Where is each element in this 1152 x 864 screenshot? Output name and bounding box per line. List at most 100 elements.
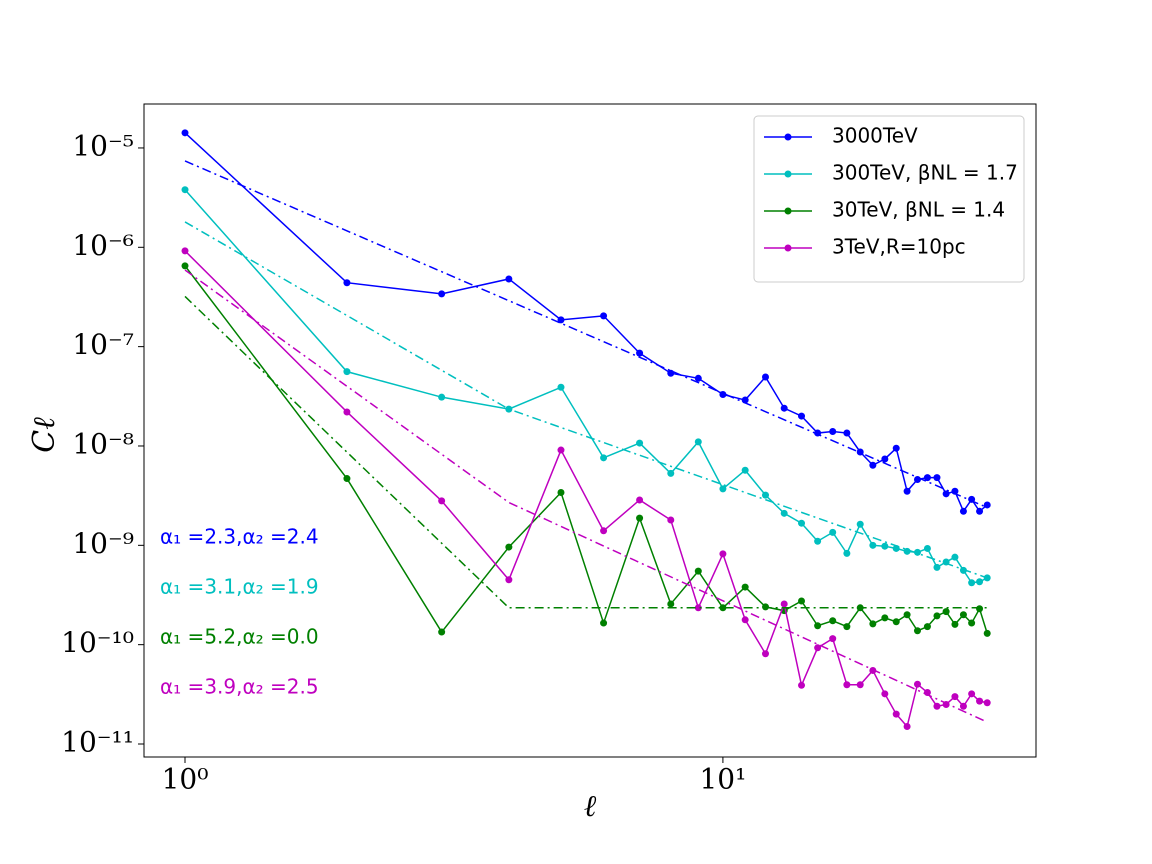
legend-label: 30TeV, βNL = 1.4	[832, 198, 1005, 222]
data-point	[913, 680, 921, 688]
data-point	[903, 611, 911, 619]
data-point	[741, 466, 749, 474]
x-tick-label: 10⁰	[162, 763, 209, 796]
data-point	[881, 614, 889, 622]
x-axis-label: ℓ	[584, 789, 597, 824]
data-point	[892, 710, 900, 718]
data-point	[719, 485, 727, 493]
legend-label: 3000TeV	[832, 124, 918, 148]
y-tick-label: 10⁻¹⁰	[61, 626, 134, 659]
data-point	[829, 427, 837, 435]
data-point	[694, 438, 702, 446]
data-point	[505, 275, 513, 283]
fit-line	[184, 221, 988, 579]
data-point	[951, 620, 959, 628]
data-point	[976, 697, 984, 705]
data-point	[761, 373, 769, 381]
data-point	[181, 129, 189, 137]
annotation: α₁ =5.2,α₂ =0.0	[160, 625, 319, 649]
data-point	[976, 605, 984, 613]
data-point	[798, 412, 806, 420]
data-point	[959, 611, 967, 619]
data-point	[694, 604, 702, 612]
data-point	[869, 620, 877, 628]
data-point	[343, 279, 351, 287]
data-point	[892, 618, 900, 626]
y-tick-label: 10⁻⁷	[72, 328, 134, 361]
data-point	[667, 600, 675, 608]
data-point	[843, 549, 851, 557]
legend-label: 3TeV,R=10pc	[832, 235, 966, 259]
y-tick-label: 10⁻⁶	[72, 229, 134, 262]
data-point	[719, 550, 727, 558]
data-point	[869, 461, 877, 469]
data-point	[798, 597, 806, 605]
data-point	[814, 537, 822, 545]
data-point	[983, 699, 991, 707]
data-point	[814, 644, 822, 652]
legend: 3000TeV 300TeV, βNL = 1.7 30TeV, βNL = 1.4…	[753, 115, 1025, 283]
data-point	[843, 623, 851, 631]
legend-label: 300TeV, βNL = 1.7	[832, 161, 1018, 185]
data-point	[923, 544, 931, 552]
fit-line	[184, 160, 988, 509]
data-point	[829, 635, 837, 643]
data-point	[438, 628, 446, 636]
data-point	[933, 702, 941, 710]
annotation: α₁ =3.1,α₂ =1.9	[160, 575, 319, 599]
data-point	[959, 566, 967, 574]
y-tick-label: 10⁻⁹	[72, 527, 134, 560]
data-point	[869, 541, 877, 549]
data-point	[600, 312, 608, 320]
annotation: α₁ =2.3,α₂ =2.4	[160, 525, 319, 549]
y-tick-label: 10⁻⁸	[72, 427, 134, 460]
data-point	[814, 622, 822, 630]
data-point	[761, 603, 769, 611]
data-point	[636, 349, 644, 357]
data-point	[933, 612, 941, 620]
data-point	[636, 514, 644, 522]
data-point	[780, 509, 788, 517]
data-point	[976, 578, 984, 586]
data-point	[983, 629, 991, 637]
data-point	[636, 439, 644, 447]
x-tick-label: 10¹	[699, 763, 746, 796]
data-point	[829, 617, 837, 625]
data-point	[600, 619, 608, 627]
data-point	[438, 393, 446, 401]
y-tick-label: 10⁻⁵	[72, 129, 134, 162]
data-point	[913, 475, 921, 483]
y-tick-label: 10⁻¹¹	[61, 726, 134, 759]
data-point	[903, 723, 911, 731]
data-point	[557, 316, 565, 324]
legend-box	[753, 115, 1025, 283]
data-point	[343, 408, 351, 416]
data-point	[557, 446, 565, 454]
data-point	[505, 543, 513, 551]
data-point	[983, 501, 991, 509]
data-point	[829, 528, 837, 536]
data-point	[856, 681, 864, 689]
legend-marker	[784, 244, 792, 252]
data-point	[741, 583, 749, 591]
data-point	[856, 520, 864, 528]
data-point	[843, 429, 851, 437]
data-point	[913, 548, 921, 556]
data-point	[903, 547, 911, 555]
data-point	[181, 247, 189, 255]
data-point	[892, 444, 900, 452]
data-point	[557, 489, 565, 497]
data-point	[903, 487, 911, 495]
data-point	[913, 627, 921, 635]
fit-line	[184, 295, 988, 609]
data-point	[667, 469, 675, 477]
data-point	[798, 681, 806, 689]
data-point	[933, 474, 941, 482]
plot-frame	[143, 103, 1037, 758]
legend-marker	[784, 170, 792, 178]
legend-marker	[784, 207, 792, 215]
data-point	[667, 516, 675, 524]
data-point	[761, 491, 769, 499]
data-point	[881, 690, 889, 698]
data-point	[798, 519, 806, 527]
